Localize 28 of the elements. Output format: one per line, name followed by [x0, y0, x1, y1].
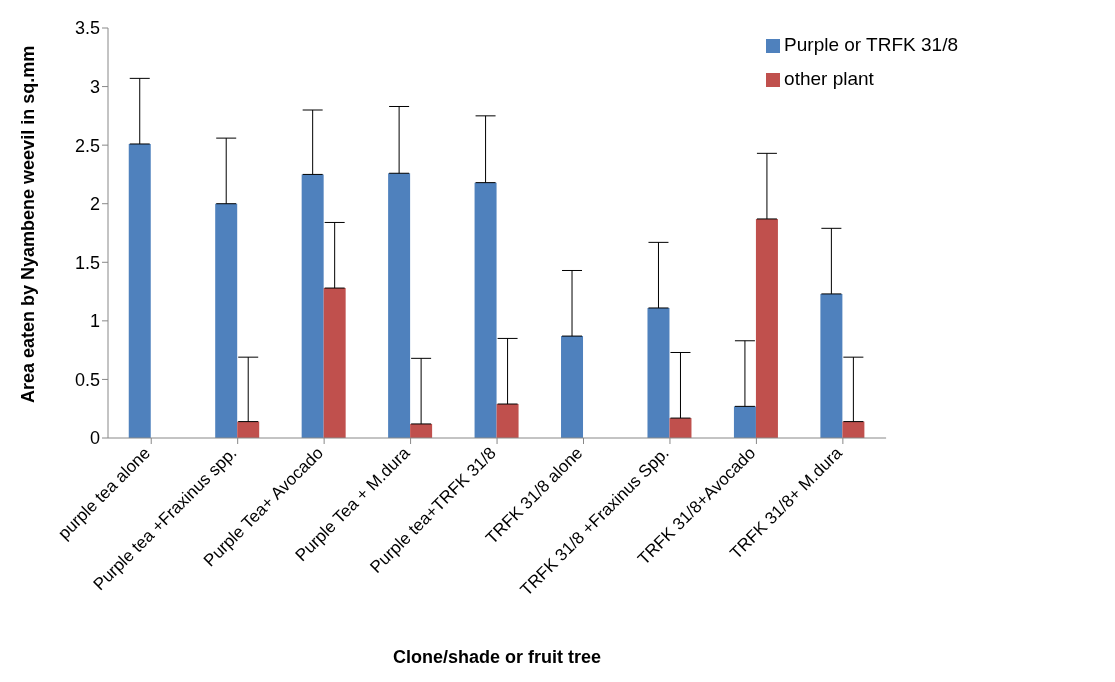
bar: [388, 173, 411, 438]
bar: [128, 143, 151, 438]
bar: [237, 421, 260, 438]
y-axis-title: Area eaten by Nyambene weevil in sq.mm: [18, 45, 39, 403]
y-tick-label: 3.5: [74, 18, 100, 39]
y-tick-label: 1.5: [74, 252, 100, 273]
bar: [496, 404, 519, 438]
bar: [301, 174, 324, 438]
bar: [474, 182, 497, 438]
bar: [842, 421, 865, 438]
bar: [733, 406, 756, 438]
y-tick-label: 2.5: [74, 135, 100, 156]
y-tick-label: 0: [89, 428, 100, 449]
legend-label: Purple or TRFK 31/8: [784, 34, 958, 55]
bar: [215, 203, 238, 438]
bar: [323, 288, 346, 438]
y-tick-label: 2: [89, 194, 100, 215]
y-tick-label: 3: [89, 76, 100, 97]
bar: [820, 293, 843, 438]
bar: [561, 336, 584, 438]
y-tick-label: 1: [89, 311, 100, 332]
bar: [755, 218, 778, 438]
legend-label: other plant: [784, 68, 874, 89]
bar: [669, 418, 692, 438]
bar: [410, 423, 433, 438]
x-axis-title: Clone/shade or fruit tree: [393, 647, 602, 667]
y-tick-label: 0.5: [74, 369, 100, 390]
bar: [647, 307, 670, 438]
